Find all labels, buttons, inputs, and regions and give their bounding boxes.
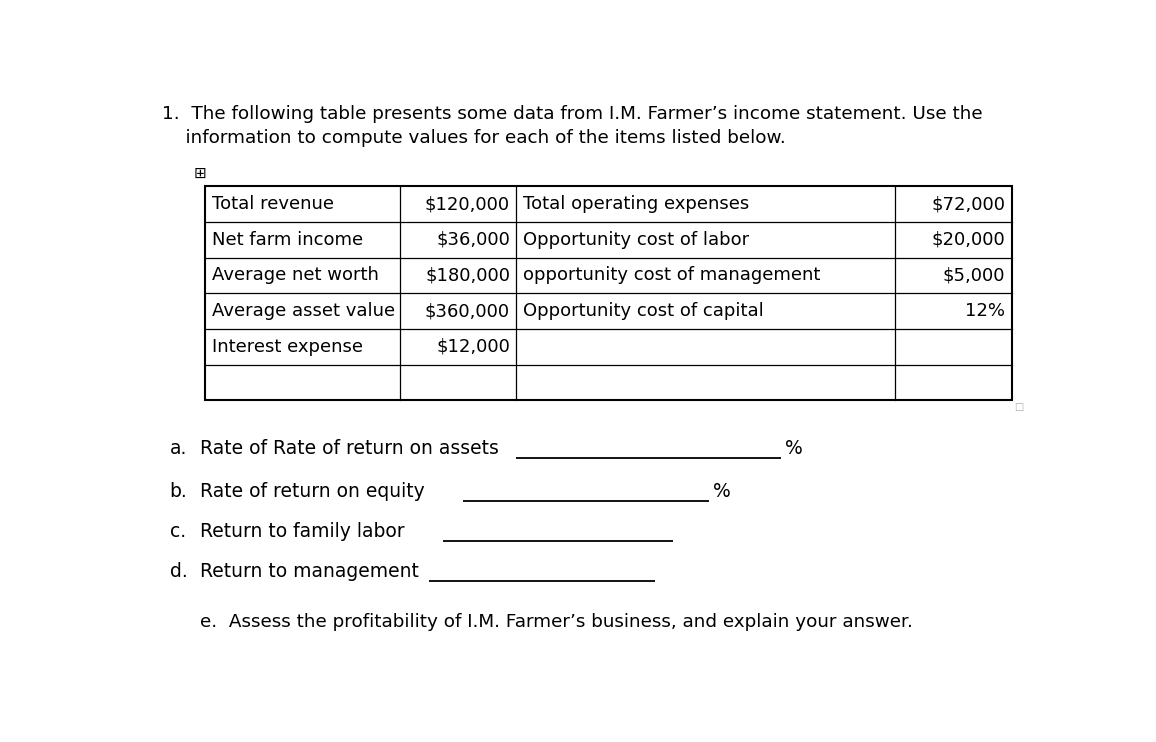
Text: b.: b. (170, 482, 187, 502)
Text: $360,000: $360,000 (425, 302, 510, 320)
Text: Net farm income: Net farm income (212, 231, 363, 249)
Text: %: % (713, 482, 731, 502)
Text: a.: a. (170, 439, 187, 459)
Text: $36,000: $36,000 (436, 231, 510, 249)
Text: $20,000: $20,000 (932, 231, 1006, 249)
Text: Opportunity cost of labor: Opportunity cost of labor (523, 231, 749, 249)
Text: d.: d. (170, 562, 187, 581)
Text: $72,000: $72,000 (932, 195, 1006, 213)
Text: $5,000: $5,000 (943, 266, 1006, 284)
Text: 1.  The following table presents some data from I.M. Farmer’s income statement. : 1. The following table presents some dat… (162, 105, 983, 123)
Text: c.: c. (170, 522, 186, 542)
Text: Return to management: Return to management (200, 562, 418, 581)
Text: Rate of return on equity: Rate of return on equity (200, 482, 424, 502)
Text: Interest expense: Interest expense (212, 338, 363, 356)
Text: 12%: 12% (965, 302, 1006, 320)
Text: Total revenue: Total revenue (212, 195, 334, 213)
Text: ⊞: ⊞ (194, 166, 207, 181)
Text: Return to family labor: Return to family labor (200, 522, 405, 542)
Text: opportunity cost of management: opportunity cost of management (523, 266, 820, 284)
Text: Total operating expenses: Total operating expenses (523, 195, 749, 213)
Text: e.  Assess the profitability of I.M. Farmer’s business, and explain your answer.: e. Assess the profitability of I.M. Farm… (200, 613, 913, 631)
Text: $120,000: $120,000 (425, 195, 510, 213)
Text: Average net worth: Average net worth (212, 266, 378, 284)
Text: Opportunity cost of capital: Opportunity cost of capital (523, 302, 763, 320)
Text: $180,000: $180,000 (425, 266, 510, 284)
Text: □: □ (1015, 402, 1024, 412)
Text: Average asset value: Average asset value (212, 302, 395, 320)
Text: information to compute values for each of the items listed below.: information to compute values for each o… (162, 129, 786, 147)
Text: Rate of Rate of return on assets: Rate of Rate of return on assets (200, 439, 499, 459)
Text: $12,000: $12,000 (436, 338, 510, 356)
Bar (206, 186, 1012, 401)
Text: %: % (785, 439, 802, 459)
